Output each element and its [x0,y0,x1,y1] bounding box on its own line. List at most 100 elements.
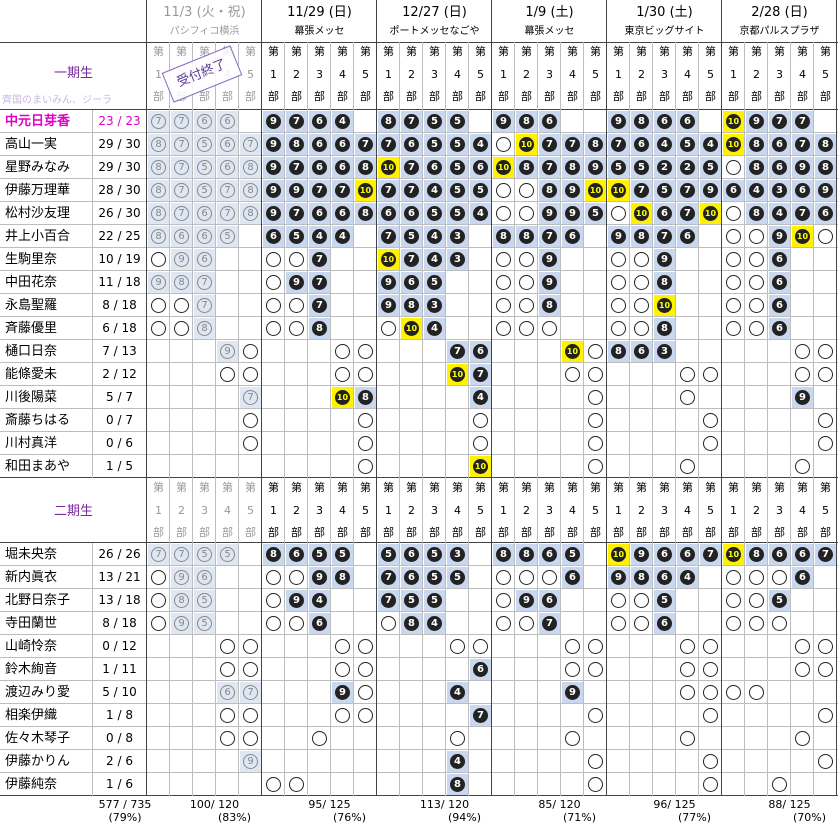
part-number: 5 [707,68,714,81]
part-label: 部 [291,526,302,539]
member-name: 川村真洋 [5,436,58,451]
remaining-slot-mark: 7 [174,183,189,198]
remaining-slot-mark: 9 [519,593,534,608]
remaining-slot-mark: 9 [565,183,580,198]
remaining-slot-mark: 8 [565,160,580,175]
remaining-slot-mark: 9 [220,344,235,359]
part-number: 3 [661,504,668,517]
part-header: 第 2 部 [515,478,538,542]
open-slot-mark [680,731,695,746]
grid-line [0,749,838,750]
remaining-slot-mark: 9 [335,685,350,700]
remaining-slot-mark: 9 [772,229,787,244]
part-label: 部 [406,526,417,539]
member-name: 相楽伊織 [5,708,58,723]
part-label: 部 [176,526,187,539]
grid-line [0,316,838,317]
member-ratio: 2 / 6 [106,754,133,768]
open-slot-mark [335,708,350,723]
remaining-slot-mark: 6 [220,137,235,152]
part-label: 部 [429,90,440,103]
grid-line [0,611,838,612]
open-slot-mark [220,731,235,746]
open-slot-mark [542,321,557,336]
event-total: 113/ 120 [419,798,470,811]
remaining-slot-mark: 5 [335,547,350,562]
member-ratio: 1 / 8 [106,708,133,722]
remaining-slot-mark: 4 [427,252,442,267]
part-number: 2 [523,68,530,81]
part-number: 5 [362,68,369,81]
part-label: 第 [705,481,716,494]
remaining-slot-mark: 6 [795,570,810,585]
remaining-slot-mark: 7 [795,137,810,152]
part-label: 第 [429,481,440,494]
open-slot-mark [749,570,764,585]
open-slot-mark [588,413,603,428]
open-slot-mark [496,616,511,631]
open-slot-mark [381,321,396,336]
event-date: 2/28 (日) [751,5,808,20]
part-label: 部 [820,90,831,103]
remaining-slot-mark: 8 [197,321,212,336]
part-label: 第 [567,481,578,494]
part-number: 2 [293,68,300,81]
remaining-slot-mark: 4 [427,321,442,336]
open-slot-mark [818,344,833,359]
remaining-slot-mark: 5 [588,206,603,221]
open-slot-mark [220,639,235,654]
part-label: 第 [383,481,394,494]
part-header: 第 4 部 [446,478,469,542]
remaining-slot-mark: 8 [358,206,373,221]
remaining-slot-mark: 7 [542,616,557,631]
open-slot-mark [726,570,741,585]
open-slot-mark [151,616,166,631]
member-ratio: 26 / 26 [98,547,141,561]
remaining-slot-mark: 6 [289,547,304,562]
part-number: 5 [592,504,599,517]
part-label: 第 [544,45,555,58]
part-label: 部 [774,90,785,103]
part-header: 第 5 部 [239,42,262,108]
remaining-slot-mark: 6 [772,252,787,267]
grid-line [0,247,838,248]
remaining-slot-mark: 9 [657,252,672,267]
part-number: 4 [569,68,576,81]
remaining-slot-mark: 10 [657,298,672,313]
part-header: 第 1 部 [147,42,170,108]
part-label: 部 [544,90,555,103]
remaining-slot-mark: 8 [749,206,764,221]
remaining-slot-mark: 6 [197,114,212,129]
member-ratio: 0 / 7 [106,413,133,427]
part-label: 第 [176,45,187,58]
open-slot-mark [588,459,603,474]
event-date: 11/29 (日) [287,5,352,20]
remaining-slot-mark: 5 [450,570,465,585]
open-slot-mark [634,321,649,336]
remaining-slot-mark: 8 [519,114,534,129]
grid-line [813,42,814,796]
part-number: 4 [224,504,231,517]
remaining-slot-mark: 7 [289,160,304,175]
member-name: 井上小百合 [5,229,71,244]
remaining-slot-mark: 8 [266,547,281,562]
part-label: 第 [268,45,279,58]
grid-line [0,293,838,294]
part-header: 第 5 部 [354,478,377,542]
part-label: 第 [337,45,348,58]
event-date: 12/27 (日) [402,5,467,20]
part-label: 第 [268,481,279,494]
part-label: 第 [659,45,670,58]
remaining-slot-mark: 6 [542,593,557,608]
remaining-slot-mark: 6 [335,160,350,175]
remaining-slot-mark: 5 [427,275,442,290]
part-label: 部 [705,90,716,103]
remaining-slot-mark: 8 [289,137,304,152]
grid-line [0,42,838,43]
part-label: 部 [682,526,693,539]
remaining-slot-mark: 9 [634,547,649,562]
grid-line [675,42,676,796]
remaining-slot-mark: 8 [657,321,672,336]
part-header: 第 3 部 [538,42,561,108]
part-header: 第 4 部 [331,42,354,108]
